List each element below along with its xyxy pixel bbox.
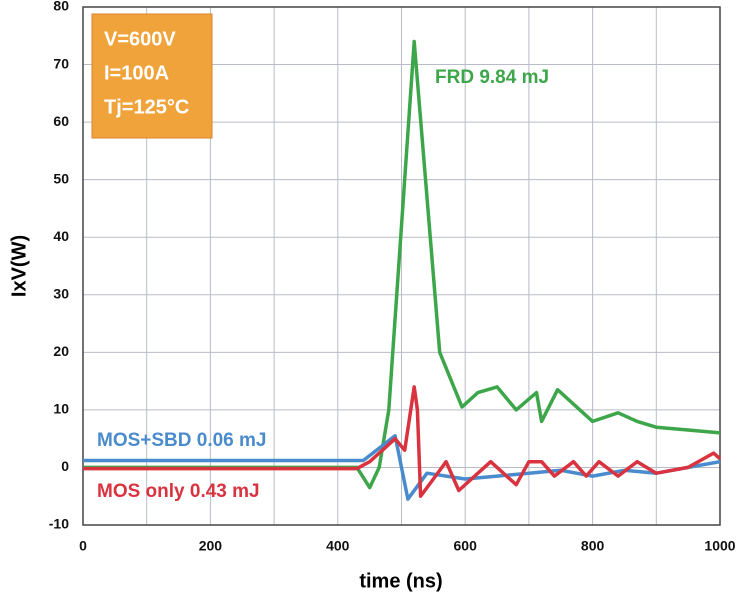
y-tick-label: 0 (61, 458, 69, 474)
y-tick-label: 30 (53, 285, 69, 301)
y-axis-label: IxV(W) (8, 235, 30, 297)
annotation-box (91, 13, 213, 139)
x-tick-label: 0 (79, 538, 87, 554)
y-tick-label: 10 (53, 401, 69, 417)
x-axis-label: time (ns) (359, 570, 442, 592)
annotation: Tj=125°C (104, 96, 189, 118)
legend-label: MOS+SBD 0.06 mJ (97, 430, 267, 451)
x-tick-label: 800 (581, 538, 605, 554)
plot-frame (82, 6, 721, 526)
y-tick-label: 40 (53, 228, 69, 244)
legend-label: MOS only 0.43 mJ (97, 481, 260, 502)
x-tick-label: 200 (199, 538, 223, 554)
series-line (83, 434, 721, 501)
y-tick-label: -10 (49, 516, 69, 532)
x-tick-label: 400 (326, 538, 350, 554)
y-tick-label: 60 (53, 113, 69, 129)
y-tick-label: 50 (53, 170, 69, 186)
x-tick-label: 600 (454, 538, 478, 554)
y-tick-label: 70 (53, 55, 69, 71)
series-line (83, 385, 722, 498)
legend-label: FRD 9.84 mJ (435, 67, 549, 88)
y-tick-label: 20 (53, 343, 69, 359)
annotation: V=600V (104, 28, 176, 50)
annotation: I=100A (104, 62, 169, 84)
y-tick-label: 80 (53, 0, 69, 14)
x-tick-label: 1000 (704, 538, 735, 554)
